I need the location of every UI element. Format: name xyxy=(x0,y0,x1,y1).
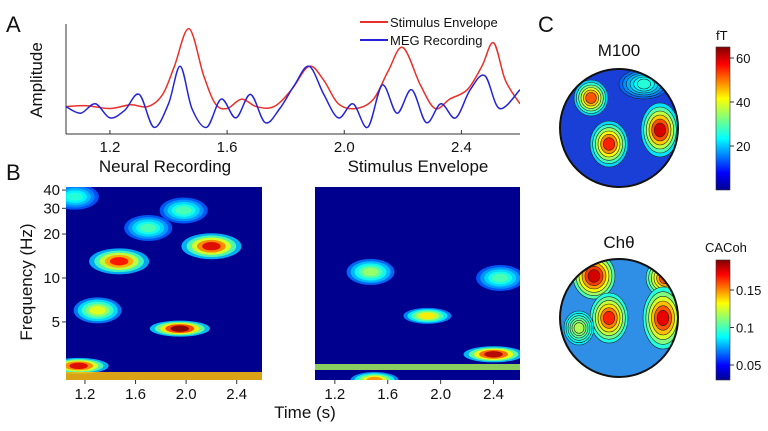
panel-b-left-x-tick-label: 2.0 xyxy=(176,386,197,403)
topomap-ch-theta-contour-3-5 xyxy=(656,310,670,326)
spectrogram-neural-cell-3-4 xyxy=(89,306,106,315)
series-line-meg-recording xyxy=(66,65,520,129)
panel-b-left-title: Neural Recording xyxy=(99,157,231,176)
spectrogram-neural-cell-0-4 xyxy=(109,257,129,266)
spectrogram-stimulus-cell-0-4 xyxy=(362,267,379,277)
colorbar-ch-theta-label: CACoh xyxy=(705,240,747,255)
panel-b-right-title: Stimulus Envelope xyxy=(348,157,489,176)
topomap-ch-theta-title: Chθ xyxy=(603,233,634,252)
panel-a-x-tick-label: 2.4 xyxy=(451,139,472,156)
spectrogram-neural-recording xyxy=(66,187,262,380)
colorbar-ch-theta xyxy=(715,259,731,381)
topomap-m100-contour-0-5 xyxy=(585,92,597,104)
colorbar-tick-label: 0.1 xyxy=(736,321,754,336)
topomap-m100-title: M100 xyxy=(598,41,641,60)
colorbar-tick-label: 0.15 xyxy=(736,283,761,298)
spectrogram-neural-cell-4-4 xyxy=(69,362,88,370)
spectrogram-stimulus-cell-2-4 xyxy=(484,351,503,358)
panel-label-c: C xyxy=(538,12,554,37)
panel-b-y-tick-label: 5 xyxy=(52,314,60,331)
topomap-ch-theta xyxy=(560,259,678,377)
topomap-m100-head-outline xyxy=(559,68,679,188)
panel-a-x-tick-label: 2.0 xyxy=(334,139,355,156)
panel-b-y-tick-label: 40 xyxy=(43,182,60,199)
spectrogram-neural-cell-1-4 xyxy=(202,242,221,251)
panel-b-ylabel: Frequency (Hz) xyxy=(17,223,36,340)
colorbar-tick-label: 60 xyxy=(736,51,750,66)
topomap-m100 xyxy=(560,69,678,187)
panel-a-x-tick-label: 1.2 xyxy=(100,139,121,156)
colorbar-tick-label: 0.05 xyxy=(736,358,761,373)
spectrogram-neural-cell-2-4 xyxy=(170,325,190,332)
panel-a-ylabel: Amplitude xyxy=(27,42,46,118)
panel-b-right-x-tick-label: 1.6 xyxy=(377,386,398,403)
panel-b-spectrograms: Neural Recording Stimulus Envelope Frequ… xyxy=(17,157,520,422)
topomap-m100-sources xyxy=(573,69,678,168)
panel-b-y-tick-label: 10 xyxy=(43,270,60,287)
colorbar-m100-label: fT xyxy=(716,28,728,43)
topomap-ch-theta-head-outline xyxy=(559,258,679,378)
spectrogram-stimulus-cell-4-4 xyxy=(492,273,509,283)
colorbar-tick-label: 40 xyxy=(736,95,750,110)
panel-b-y-tick-label: 30 xyxy=(43,200,60,217)
topomap-ch-theta-contour-4-5 xyxy=(573,322,585,334)
spectrogram-stimulus-low-band xyxy=(315,364,520,370)
topomap-m100-contour-1-5 xyxy=(603,137,615,151)
panel-b-left-x-tick-label: 2.4 xyxy=(226,386,247,403)
panel-b-left-x-ticks: 1.2 1.6 2.0 2.4 xyxy=(75,380,247,403)
topomap-m100-contour-2-5 xyxy=(654,122,666,138)
colorbar-m100-ticks: 20 40 60 xyxy=(730,51,750,154)
panel-b-right-x-tick-label: 2.0 xyxy=(430,386,451,403)
topomap-ch-theta-contour-2-5 xyxy=(603,311,615,325)
panel-b-right-x-tick-label: 2.4 xyxy=(483,386,504,403)
panel-b-left-x-tick-label: 1.6 xyxy=(125,386,146,403)
panel-a-x-tick-label: 1.6 xyxy=(217,139,238,156)
panel-b-xlabel: Time (s) xyxy=(274,403,336,422)
panel-b-right-x-tick-label: 1.2 xyxy=(324,386,345,403)
panel-b-left-x-tick-label: 1.2 xyxy=(75,386,96,403)
topomap-ch-theta-contour-0-5 xyxy=(587,269,601,283)
spectrogram-stimulus-cell-1-4 xyxy=(419,312,436,320)
panel-label-b: B xyxy=(6,160,21,185)
topomap-m100-contour-3-5 xyxy=(637,78,651,90)
colorbar-m100 xyxy=(715,46,731,191)
colorbar-tick-label: 20 xyxy=(736,139,750,154)
legend-label-meg-recording: MEG Recording xyxy=(390,33,482,48)
panel-a-line-chart: Amplitude 1.2 1.6 2.0 2.4 Stimulus Envelope… xyxy=(27,15,520,156)
colorbar-ch-theta-ticks: 0.05 0.1 0.15 xyxy=(730,283,761,373)
panel-b-y-tick-label: 20 xyxy=(43,226,60,243)
spectrogram-neural-cell-5-4 xyxy=(140,223,157,233)
spectrogram-stimulus-envelope xyxy=(315,258,520,380)
spectrogram-neural-cell-7-4 xyxy=(66,192,83,201)
panel-a-legend: Stimulus Envelope MEG Recording xyxy=(360,15,498,48)
panel-b-right-x-ticks: 1.2 1.6 2.0 2.4 xyxy=(324,380,504,403)
panel-c-topomaps: M100 Chθ fT 20 40 60 CACoh 0.05 0.1 0.15 xyxy=(559,28,761,381)
panel-label-a: A xyxy=(6,12,21,37)
legend-label-stimulus-envelope: Stimulus Envelope xyxy=(390,15,498,30)
spectrogram-stimulus-cell-3-4 xyxy=(366,376,383,380)
spectrogram-neural-cell-6-4 xyxy=(175,206,192,215)
panel-a-x-ticks: 1.2 1.6 2.0 2.4 xyxy=(100,130,472,156)
spectrogram-neural-low-band xyxy=(66,372,262,380)
